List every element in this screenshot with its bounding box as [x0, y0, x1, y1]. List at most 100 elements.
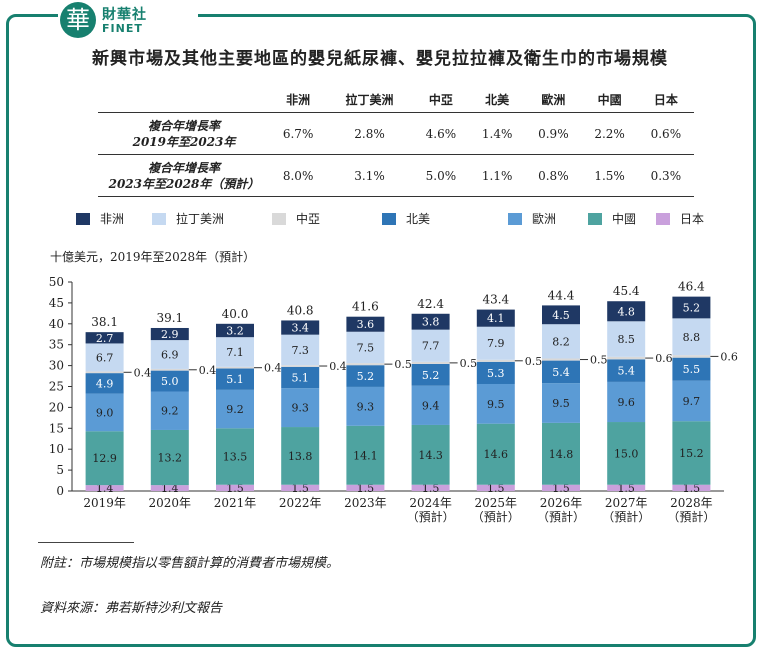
data-label: 9.6	[617, 396, 635, 409]
bar-segment	[281, 427, 320, 485]
cagr-cell: 3.1%	[326, 154, 413, 197]
cagr-cell: 2.2%	[581, 112, 638, 155]
bar-segment	[411, 484, 450, 491]
data-label: 9.4	[422, 399, 440, 412]
x-tick-sublabel: （預計）	[472, 509, 520, 524]
source-note: 資料來源：弗若斯特沙利文報告	[40, 601, 223, 616]
footnote-divider	[38, 542, 134, 543]
data-label: 3.8	[422, 316, 440, 329]
bar-total-label: 39.1	[156, 311, 183, 325]
cagr-header-cell: 非洲	[270, 86, 327, 113]
bar-segment	[672, 318, 711, 356]
x-tick-label: 2020年	[149, 496, 192, 510]
data-label: 6.7	[96, 351, 114, 364]
footnote: 附註：市場規模指以零售額計算的消費者市場規模。	[40, 556, 340, 571]
bar-segment	[672, 421, 711, 485]
legend-label: 日本	[680, 212, 705, 226]
bar-segment	[346, 316, 385, 332]
x-tick-label: 2026年	[540, 496, 583, 510]
legend-label: 歐洲	[532, 212, 557, 226]
legend-swatch	[76, 213, 90, 225]
bar-segment	[476, 361, 515, 384]
data-label: 5.3	[487, 367, 505, 380]
data-label: 0.4	[134, 366, 152, 379]
data-label: 14.1	[353, 449, 378, 462]
data-label: 1.5	[357, 482, 375, 495]
data-label: 1.5	[291, 482, 309, 495]
chart-title: 新興市場及其他主要地區的嬰兒紙尿褲、嬰兒拉拉褲及衛生巾的市場規模	[92, 49, 668, 69]
legend-label: 非洲	[100, 212, 125, 226]
data-label: 2.7	[96, 332, 114, 345]
bar-segment	[85, 373, 124, 394]
bar-total-label: 42.4	[417, 297, 444, 311]
legend-label: 拉丁美洲	[176, 212, 225, 226]
bar-segment	[411, 329, 450, 362]
x-tick-label: 2022年	[279, 496, 322, 510]
data-label: 0.4	[329, 360, 347, 373]
bar-segment	[607, 484, 646, 491]
x-tick-label: 2019年	[83, 496, 126, 510]
legend-label: 中國	[612, 212, 637, 226]
data-label: 0.6	[655, 352, 673, 365]
bar-segment	[150, 391, 189, 430]
data-label: 13.5	[223, 451, 248, 464]
data-label: 14.3	[418, 449, 443, 462]
bar-segment	[607, 359, 646, 382]
bar-segment	[216, 484, 254, 491]
bar-segment	[216, 428, 254, 485]
y-tick-label: 5	[56, 463, 64, 477]
data-label: 14.8	[549, 448, 574, 461]
data-label: 1.5	[487, 482, 505, 495]
cagr-cell: 0.3%	[637, 154, 694, 197]
bar-segment	[476, 359, 515, 362]
data-label: 8.2	[552, 335, 570, 348]
bar-total-label: 44.4	[548, 288, 575, 302]
bar-total-label: 40.8	[287, 303, 314, 317]
bar-segment	[607, 301, 646, 322]
data-label: 9.7	[683, 395, 701, 408]
bar-segment	[672, 296, 711, 319]
row-label-line2: 2023年至2028年（預計）	[108, 176, 260, 191]
cagr-cell: 6.7%	[270, 112, 327, 155]
data-label: 5.0	[161, 375, 179, 388]
legend-item-china: 中國	[588, 210, 636, 227]
bar-segment	[672, 355, 711, 358]
cagr-header-cell: 拉丁美洲	[326, 86, 413, 113]
bar-segment	[216, 366, 254, 369]
data-label: 0.6	[720, 350, 738, 363]
data-label: 7.7	[422, 340, 440, 353]
bar-segment	[150, 327, 189, 341]
finet-logo: 華 財華社 FINET	[58, 2, 198, 42]
data-label: 9.3	[291, 402, 309, 415]
table-row: 複合年增長率 2019年至2023年 6.7% 2.8% 4.6% 1.4% 0…	[98, 112, 694, 155]
y-tick-label: 40	[49, 317, 64, 331]
cagr-header-cell: 北美	[469, 86, 526, 113]
y-tick-label: 10	[49, 442, 64, 456]
bar-segment	[607, 321, 646, 357]
row-label-line1: 複合年增長率	[147, 118, 220, 133]
data-label: 12.9	[92, 452, 117, 465]
legend-swatch	[656, 213, 670, 225]
bar-segment	[150, 340, 189, 369]
data-label: 1.5	[683, 482, 701, 495]
cagr-cell: 8.0%	[270, 154, 327, 197]
x-tick-label: 2028年	[670, 496, 713, 510]
cagr-cell: 1.5%	[581, 154, 638, 197]
data-label: 13.8	[288, 450, 313, 463]
bar-segment	[346, 363, 385, 366]
bar-total-label: 46.4	[678, 280, 705, 294]
data-label: 3.6	[357, 318, 375, 331]
data-label: 7.3	[291, 344, 309, 357]
bar-segment	[607, 422, 646, 485]
y-tick-label: 15	[49, 421, 64, 435]
bar-segment	[542, 383, 580, 423]
legend-label: 北美	[406, 212, 431, 226]
row-label: 複合年增長率 2019年至2023年	[98, 112, 270, 155]
cagr-cell: 0.6%	[637, 112, 694, 155]
bar-segment	[346, 386, 385, 426]
data-label: 3.4	[291, 322, 309, 335]
x-tick-label: 2023年	[344, 496, 387, 510]
chart-frame	[6, 14, 756, 647]
bar-segment	[672, 380, 711, 422]
legend-swatch	[588, 213, 602, 225]
